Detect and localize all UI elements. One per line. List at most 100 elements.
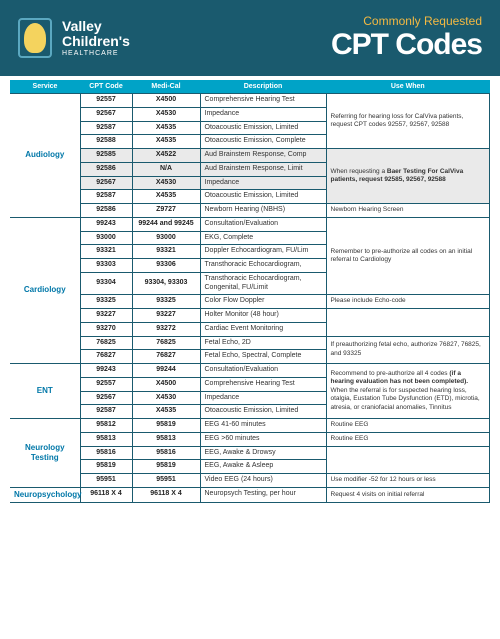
medi-cell: Z9727 <box>132 204 200 218</box>
use-cell: Please include Echo-code <box>326 295 490 309</box>
use-cell: Routine EEG <box>326 419 490 433</box>
col-desc: Description <box>200 80 326 94</box>
desc-cell: EKG, Complete <box>200 231 326 245</box>
table-row: 7682576825Fetal Echo, 2DIf preauthorizin… <box>10 336 490 350</box>
table-row: ENT9924399244Consultation/EvaluationReco… <box>10 364 490 378</box>
cpt-cell: 92587 <box>80 405 132 419</box>
cpt-cell: 93227 <box>80 309 132 323</box>
col-cpt: CPT Code <box>80 80 132 94</box>
col-service: Service <box>10 80 80 94</box>
cpt-cell: 92587 <box>80 121 132 135</box>
desc-cell: Consultation/Evaluation <box>200 364 326 378</box>
table-header-row: Service CPT Code Medi-Cal Description Us… <box>10 80 490 94</box>
cpt-cell: 93303 <box>80 259 132 273</box>
cpt-cell: 92567 <box>80 391 132 405</box>
use-cell: Request 4 visits on initial referral <box>326 487 490 502</box>
medi-cell: 95951 <box>132 474 200 488</box>
cpt-cell: 92587 <box>80 190 132 204</box>
desc-cell: Impedance <box>200 391 326 405</box>
medi-cell: 76827 <box>132 350 200 364</box>
desc-cell: Comprehensive Hearing Test <box>200 94 326 108</box>
medi-cell: X4535 <box>132 135 200 149</box>
table-row: 9595195951Video EEG (24 hours)Use modifi… <box>10 474 490 488</box>
logo-line2: Children's <box>62 34 130 49</box>
use-cell <box>326 446 490 474</box>
table-row: 9581695816EEG, Awake & Drowsy <box>10 446 490 460</box>
table-row: Cardiology9924399244 and 99245Consultati… <box>10 217 490 231</box>
desc-cell: Comprehensive Hearing Test <box>200 377 326 391</box>
cpt-cell: 95812 <box>80 419 132 433</box>
cpt-cell: 92567 <box>80 107 132 121</box>
use-cell: If preauthorizing fetal echo, authorize … <box>326 336 490 364</box>
medi-cell: 95819 <box>132 460 200 474</box>
table-row: Neurology Testing9581295819EEG 41-60 min… <box>10 419 490 433</box>
medi-cell: X4535 <box>132 121 200 135</box>
cpt-cell: 95813 <box>80 432 132 446</box>
desc-cell: Color Flow Doppler <box>200 295 326 309</box>
logo-line1: Valley <box>62 19 130 34</box>
cpt-cell: 95819 <box>80 460 132 474</box>
desc-cell: Otoacoustic Emission, Limited <box>200 190 326 204</box>
desc-cell: Video EEG (24 hours) <box>200 474 326 488</box>
desc-cell: Fetal Echo, 2D <box>200 336 326 350</box>
desc-cell: Impedance <box>200 176 326 190</box>
cpt-cell: 95816 <box>80 446 132 460</box>
title-block: Commonly Requested CPT Codes <box>331 14 482 62</box>
medi-cell: X4535 <box>132 405 200 419</box>
cpt-table: Service CPT Code Medi-Cal Description Us… <box>10 80 490 503</box>
use-cell: Remember to pre-authorize all codes on a… <box>326 217 490 295</box>
cpt-cell: 99243 <box>80 364 132 378</box>
cpt-cell: 93000 <box>80 231 132 245</box>
medi-cell: X4522 <box>132 149 200 163</box>
cpt-cell: 92586 <box>80 162 132 176</box>
cpt-cell: 93304 <box>80 272 132 295</box>
medi-cell: 95819 <box>132 419 200 433</box>
cpt-cell: 92588 <box>80 135 132 149</box>
desc-cell: Newborn Hearing (NBHS) <box>200 204 326 218</box>
cpt-cell: 76827 <box>80 350 132 364</box>
service-cell: Audiology <box>10 94 80 218</box>
medi-cell: 93000 <box>132 231 200 245</box>
desc-cell: Otoacoustic Emission, Complete <box>200 135 326 149</box>
use-cell <box>326 309 490 337</box>
table-row: 92586Z9727Newborn Hearing (NBHS)Newborn … <box>10 204 490 218</box>
desc-cell: Aud Brainstem Response, Limit <box>200 162 326 176</box>
cpt-cell: 93270 <box>80 322 132 336</box>
cpt-cell: 92567 <box>80 176 132 190</box>
table-container: Service CPT Code Medi-Cal Description Us… <box>0 76 500 513</box>
desc-cell: EEG, Awake & Drowsy <box>200 446 326 460</box>
cpt-cell: 92557 <box>80 377 132 391</box>
cpt-cell: 93321 <box>80 245 132 259</box>
desc-cell: Otoacoustic Emission, Limited <box>200 405 326 419</box>
table-row: 92585X4522Aud Brainstem Response, CompWh… <box>10 149 490 163</box>
title-main: CPT Codes <box>331 28 482 62</box>
cpt-cell: 76825 <box>80 336 132 350</box>
desc-cell: EEG >60 minutes <box>200 432 326 446</box>
cpt-cell: 92557 <box>80 94 132 108</box>
desc-cell: Impedance <box>200 107 326 121</box>
medi-cell: X4500 <box>132 94 200 108</box>
desc-cell: Transthoracic Echocardiogram, <box>200 259 326 273</box>
service-cell: Neurology Testing <box>10 419 80 488</box>
medi-cell: 93272 <box>132 322 200 336</box>
medi-cell: 95816 <box>132 446 200 460</box>
desc-cell: Otoacoustic Emission, Limited <box>200 121 326 135</box>
cpt-cell: 93325 <box>80 295 132 309</box>
logo-icon <box>18 18 52 58</box>
desc-cell: EEG, Awake & Asleep <box>200 460 326 474</box>
use-cell: Routine EEG <box>326 432 490 446</box>
desc-cell: EEG 41-60 minutes <box>200 419 326 433</box>
medi-cell: 76825 <box>132 336 200 350</box>
medi-cell: N/A <box>132 162 200 176</box>
desc-cell: Neuropsych Testing, per hour <box>200 487 326 502</box>
table-row: Neuropsychology96118 X 496118 X 4Neurops… <box>10 487 490 502</box>
desc-cell: Fetal Echo, Spectral, Complete <box>200 350 326 364</box>
medi-cell: 93227 <box>132 309 200 323</box>
medi-cell: X4500 <box>132 377 200 391</box>
table-row: 9581395813EEG >60 minutesRoutine EEG <box>10 432 490 446</box>
use-cell: Newborn Hearing Screen <box>326 204 490 218</box>
medi-cell: 93325 <box>132 295 200 309</box>
medi-cell: 93321 <box>132 245 200 259</box>
medi-cell: 93306 <box>132 259 200 273</box>
logo-text: Valley Children's HEALTHCARE <box>62 19 130 57</box>
